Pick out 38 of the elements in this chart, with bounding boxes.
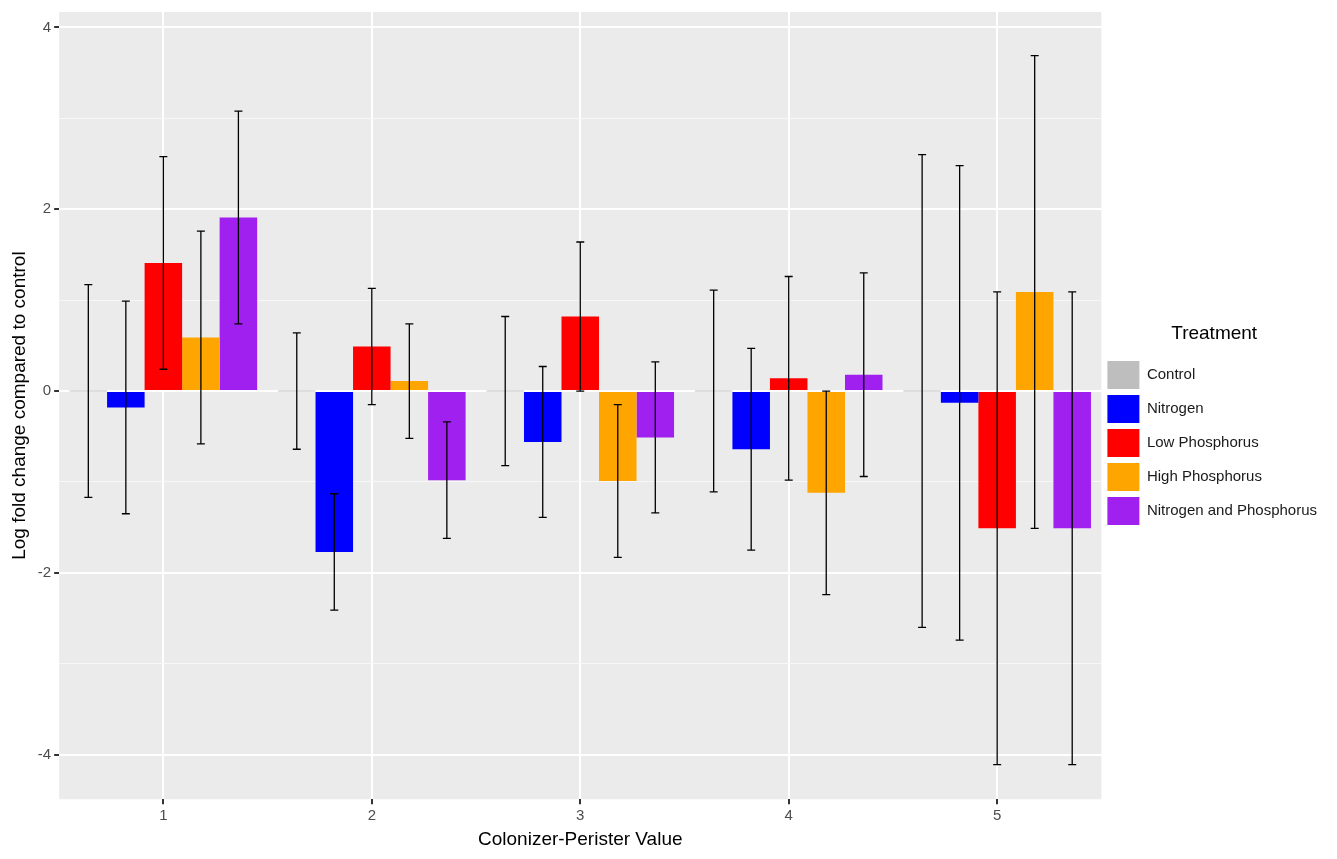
y-axis-title: Log fold change compared to control bbox=[7, 251, 29, 560]
bar bbox=[182, 337, 220, 391]
x-tick-label: 5 bbox=[992, 806, 1002, 824]
legend-label: Nitrogen bbox=[1146, 399, 1204, 417]
bar bbox=[107, 392, 145, 408]
bar bbox=[844, 374, 883, 391]
bar bbox=[732, 392, 770, 450]
legend-label: High Phosphorus bbox=[1146, 467, 1262, 485]
x-tick-label: 1 bbox=[159, 806, 168, 824]
x-tick-label: 2 bbox=[367, 806, 376, 824]
legend-label: Control bbox=[1146, 365, 1196, 383]
x-tick-label: 3 bbox=[576, 806, 585, 824]
bar bbox=[315, 392, 354, 552]
bar bbox=[599, 392, 637, 482]
y-tick-label: 2 bbox=[42, 199, 52, 217]
bar bbox=[1053, 392, 1091, 529]
bar bbox=[940, 392, 979, 403]
legend-title: Treatment bbox=[1171, 321, 1258, 343]
bar bbox=[428, 392, 466, 481]
bar bbox=[636, 392, 675, 438]
bar bbox=[1015, 291, 1054, 391]
legend-label: Low Phosphorus bbox=[1146, 433, 1259, 451]
x-tick-label: 4 bbox=[784, 806, 793, 824]
bar bbox=[390, 381, 429, 391]
legend-label: Nitrogen and Phosphorus bbox=[1146, 501, 1318, 519]
bar bbox=[561, 316, 600, 391]
bar bbox=[219, 217, 258, 391]
y-tick-label: 0 bbox=[42, 381, 52, 399]
bar bbox=[769, 378, 808, 391]
bar bbox=[978, 392, 1016, 529]
bar bbox=[144, 262, 183, 391]
y-tick-label: -4 bbox=[37, 744, 52, 762]
y-tick-label: 4 bbox=[42, 17, 52, 35]
x-axis-title: Colonizer-Perister Value bbox=[478, 827, 683, 849]
bar bbox=[807, 392, 845, 493]
bar bbox=[353, 346, 391, 391]
y-tick-label: -2 bbox=[37, 563, 52, 580]
bar bbox=[523, 392, 562, 442]
